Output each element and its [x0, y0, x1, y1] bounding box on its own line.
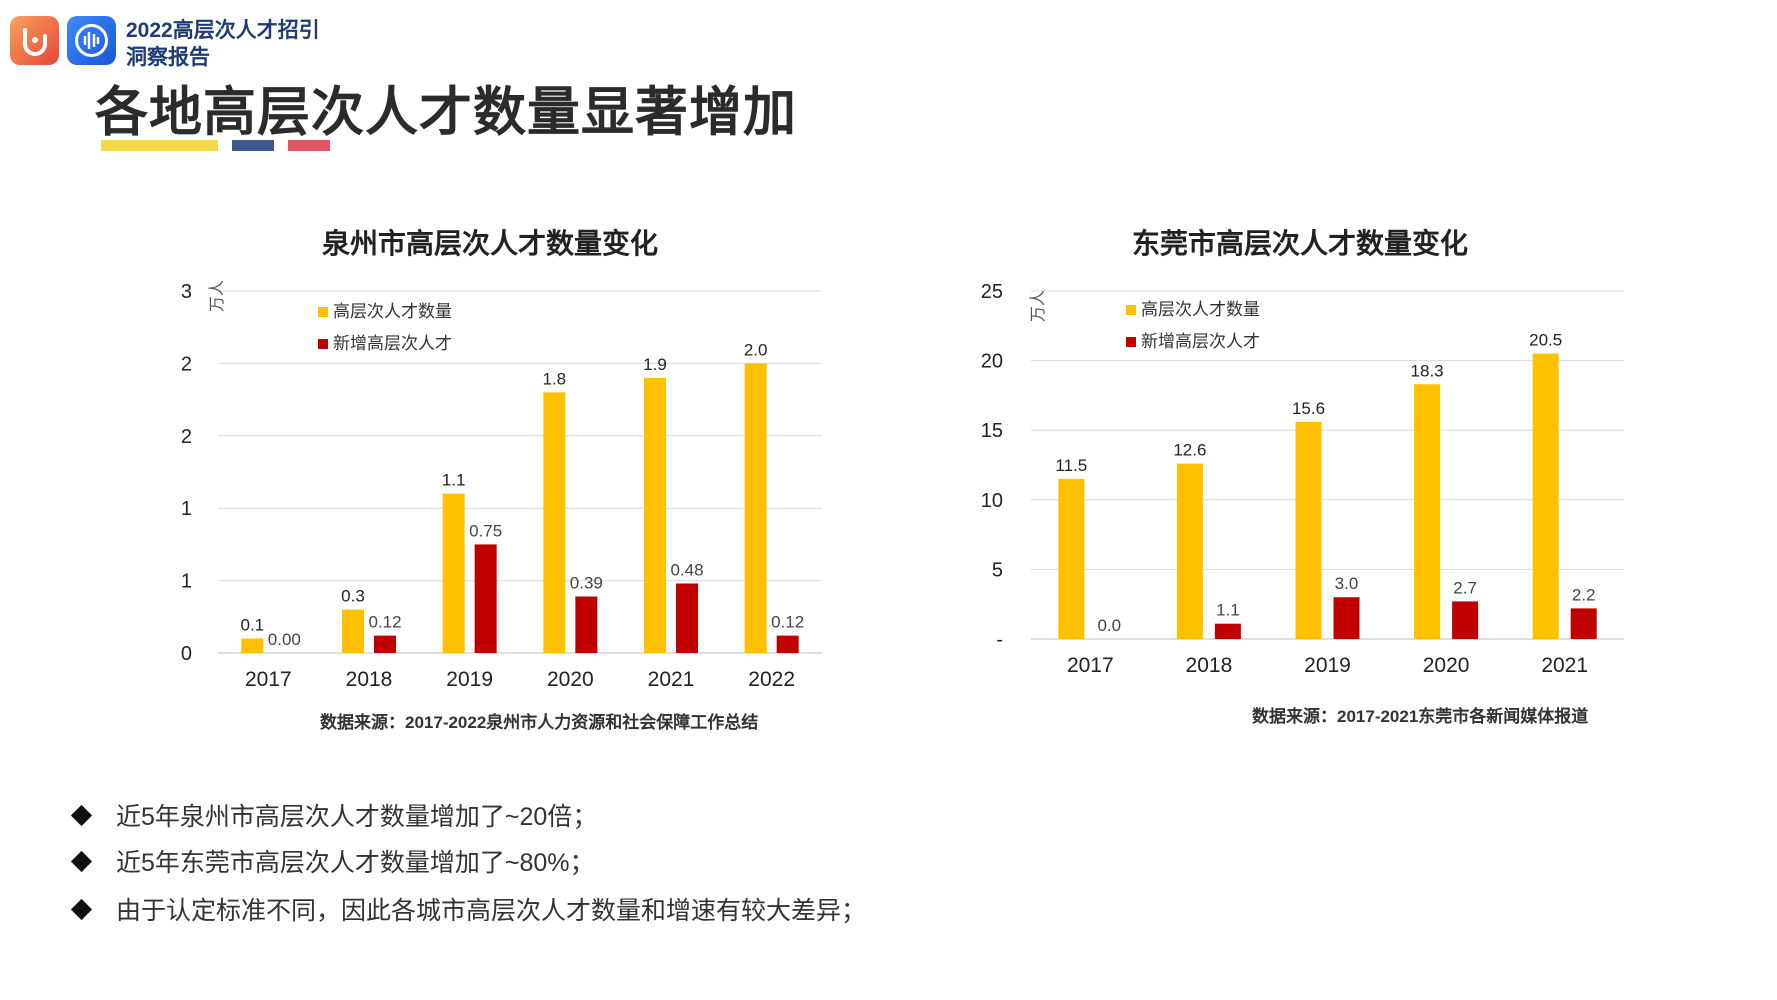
quanzhou-x-tick-label: 2021 [648, 668, 695, 691]
quanzhou-data-label-total: 1.9 [643, 355, 667, 374]
quanzhou-y-tick-label: 1 [181, 498, 192, 520]
deco-bar-yellow [101, 140, 218, 151]
brand-title: 2022高层次人才招引 [126, 19, 320, 42]
dongguan-bar-new [1570, 608, 1597, 639]
quanzhou-bar-new [474, 544, 497, 653]
dongguan-legend-label: 高层次人才数量 [1141, 300, 1260, 319]
quanzhou-y-tick-label: 3 [181, 281, 192, 303]
dongguan-data-label-new: 2.7 [1453, 578, 1477, 597]
quanzhou-data-label-new: 0.48 [670, 560, 703, 579]
quanzhou-y-tick-label: 1 [181, 571, 192, 593]
quanzhou-bar-new [776, 635, 799, 653]
quanzhou-data-label-new: 0.39 [570, 574, 603, 593]
quanzhou-chart-title: 泉州市高层次人才数量变化 [321, 228, 658, 259]
quanzhou-x-tick-label: 2020 [547, 668, 594, 691]
quanzhou-y-tick-label: 2 [181, 353, 192, 375]
dongguan-bar-total [1532, 353, 1559, 639]
quanzhou-data-label-total: 1.8 [543, 369, 567, 388]
quanzhou-data-label-total: 1.1 [442, 471, 466, 490]
dongguan-x-tick-label: 2019 [1304, 654, 1351, 677]
dongguan-data-label-new: 2.2 [1572, 585, 1596, 604]
dongguan-data-label-new: 1.1 [1216, 601, 1240, 620]
quanzhou-bar-new [676, 583, 698, 653]
dongguan-y-axis-label: 万人 [1029, 290, 1047, 322]
dongguan-y-tick-label: - [996, 629, 1003, 651]
dongguan-data-label-total: 18.3 [1411, 361, 1444, 380]
quanzhou-data-label-new: 0.00 [268, 630, 301, 649]
quanzhou-data-label-total: 2.0 [744, 340, 768, 359]
diamond-bullet-icon [70, 804, 93, 826]
dongguan-x-tick-label: 2017 [1067, 654, 1114, 677]
quanzhou-bar-new [575, 596, 598, 653]
dongguan-data-source: 数据来源：2017-2021东莞市各新闻媒体报道 [1252, 707, 1589, 726]
bullet-text: 近5年泉州市高层次人才数量增加了~20倍； [116, 803, 598, 831]
deco-bar-red [288, 140, 330, 151]
dongguan-x-tick-label: 2018 [1186, 654, 1233, 677]
quanzhou-bar-total [543, 392, 566, 653]
quanzhou-legend-label: 新增高层次人才 [333, 334, 452, 353]
quanzhou-data-label-total: 0.3 [341, 587, 365, 606]
dongguan-bar-new [1333, 597, 1360, 639]
quanzhou-y-axis-label: 万人 [208, 280, 226, 312]
dongguan-bar-total [1176, 463, 1203, 639]
quanzhou-data-label-new: 0.75 [469, 521, 502, 540]
bullet-item: 由于认定标准不同，因此各城市高层次人才数量和增速有较大差异； [70, 891, 867, 927]
dongguan-x-tick-label: 2020 [1423, 654, 1470, 677]
dongguan-bar-new [1452, 601, 1479, 639]
diamond-bullet-icon [70, 898, 93, 920]
quanzhou-x-tick-label: 2019 [446, 668, 493, 691]
page-title: 各地高层次人才数量显著增加 [95, 83, 797, 142]
dongguan-legend-swatch [1126, 337, 1136, 347]
bullet-text: 近5年东莞市高层次人才数量增加了~80%； [116, 849, 595, 877]
quanzhou-bar-total [241, 638, 264, 653]
brand-subtitle: 洞察报告 [126, 46, 210, 69]
dongguan-data-label-total: 15.6 [1292, 399, 1325, 418]
quanzhou-data-source: 数据来源：2017-2022泉州市人力资源和社会保障工作总结 [320, 713, 759, 732]
quanzhou-y-tick-label: 0 [181, 643, 192, 665]
quanzhou-x-tick-label: 2022 [748, 668, 795, 691]
quanzhou-bar-total [342, 609, 364, 653]
quanzhou-legend-swatch [318, 339, 328, 349]
dongguan-y-tick-label: 5 [992, 559, 1003, 581]
quanzhou-y-tick-label: 2 [181, 426, 192, 448]
dongguan-y-tick-label: 15 [981, 420, 1003, 442]
dongguan-bar-total [1058, 478, 1085, 639]
dongguan-data-label-total: 20.5 [1529, 331, 1562, 350]
dongguan-chart-title: 东莞市高层次人才数量变化 [1131, 228, 1468, 259]
quanzhou-bar-total [442, 493, 465, 653]
dongguan-y-tick-label: 10 [981, 490, 1003, 512]
app-logo-icon [10, 16, 59, 65]
quanzhou-data-label-total: 0.1 [241, 616, 265, 635]
dongguan-x-tick-label: 2021 [1541, 654, 1588, 677]
quanzhou-bar-new [374, 635, 396, 653]
quanzhou-data-label-new: 0.12 [771, 613, 804, 632]
dongguan-data-label-total: 12.6 [1173, 441, 1206, 460]
deco-bar-blue [232, 140, 274, 151]
bullet-item: 近5年泉州市高层次人才数量增加了~20倍； [70, 797, 598, 833]
dongguan-bar-total [1295, 421, 1322, 639]
quanzhou-legend-label: 高层次人才数量 [333, 302, 452, 321]
dongguan-legend-label: 新增高层次人才 [1141, 332, 1260, 351]
bullet-text: 由于认定标准不同，因此各城市高层次人才数量和增速有较大差异； [116, 897, 867, 925]
voice-logo-icon [67, 16, 116, 65]
dongguan-legend-swatch [1126, 305, 1136, 315]
dongguan-y-tick-label: 20 [981, 351, 1003, 373]
bullet-item: 近5年东莞市高层次人才数量增加了~80%； [70, 843, 595, 879]
quanzhou-bar-total [744, 363, 767, 653]
quanzhou-x-tick-label: 2018 [346, 668, 393, 691]
quanzhou-data-label-new: 0.12 [368, 613, 401, 632]
quanzhou-legend-swatch [318, 307, 328, 317]
dongguan-y-tick-label: 25 [981, 281, 1003, 303]
dongguan-data-label-total: 11.5 [1055, 456, 1087, 475]
dongguan-bar-total [1414, 384, 1441, 639]
dongguan-bar-new [1214, 623, 1241, 639]
dongguan-data-label-new: 3.0 [1335, 574, 1359, 593]
dongguan-data-label-new: 0.0 [1097, 616, 1121, 635]
quanzhou-x-tick-label: 2017 [245, 668, 292, 691]
diamond-bullet-icon [70, 850, 93, 872]
quanzhou-bar-total [644, 377, 666, 653]
